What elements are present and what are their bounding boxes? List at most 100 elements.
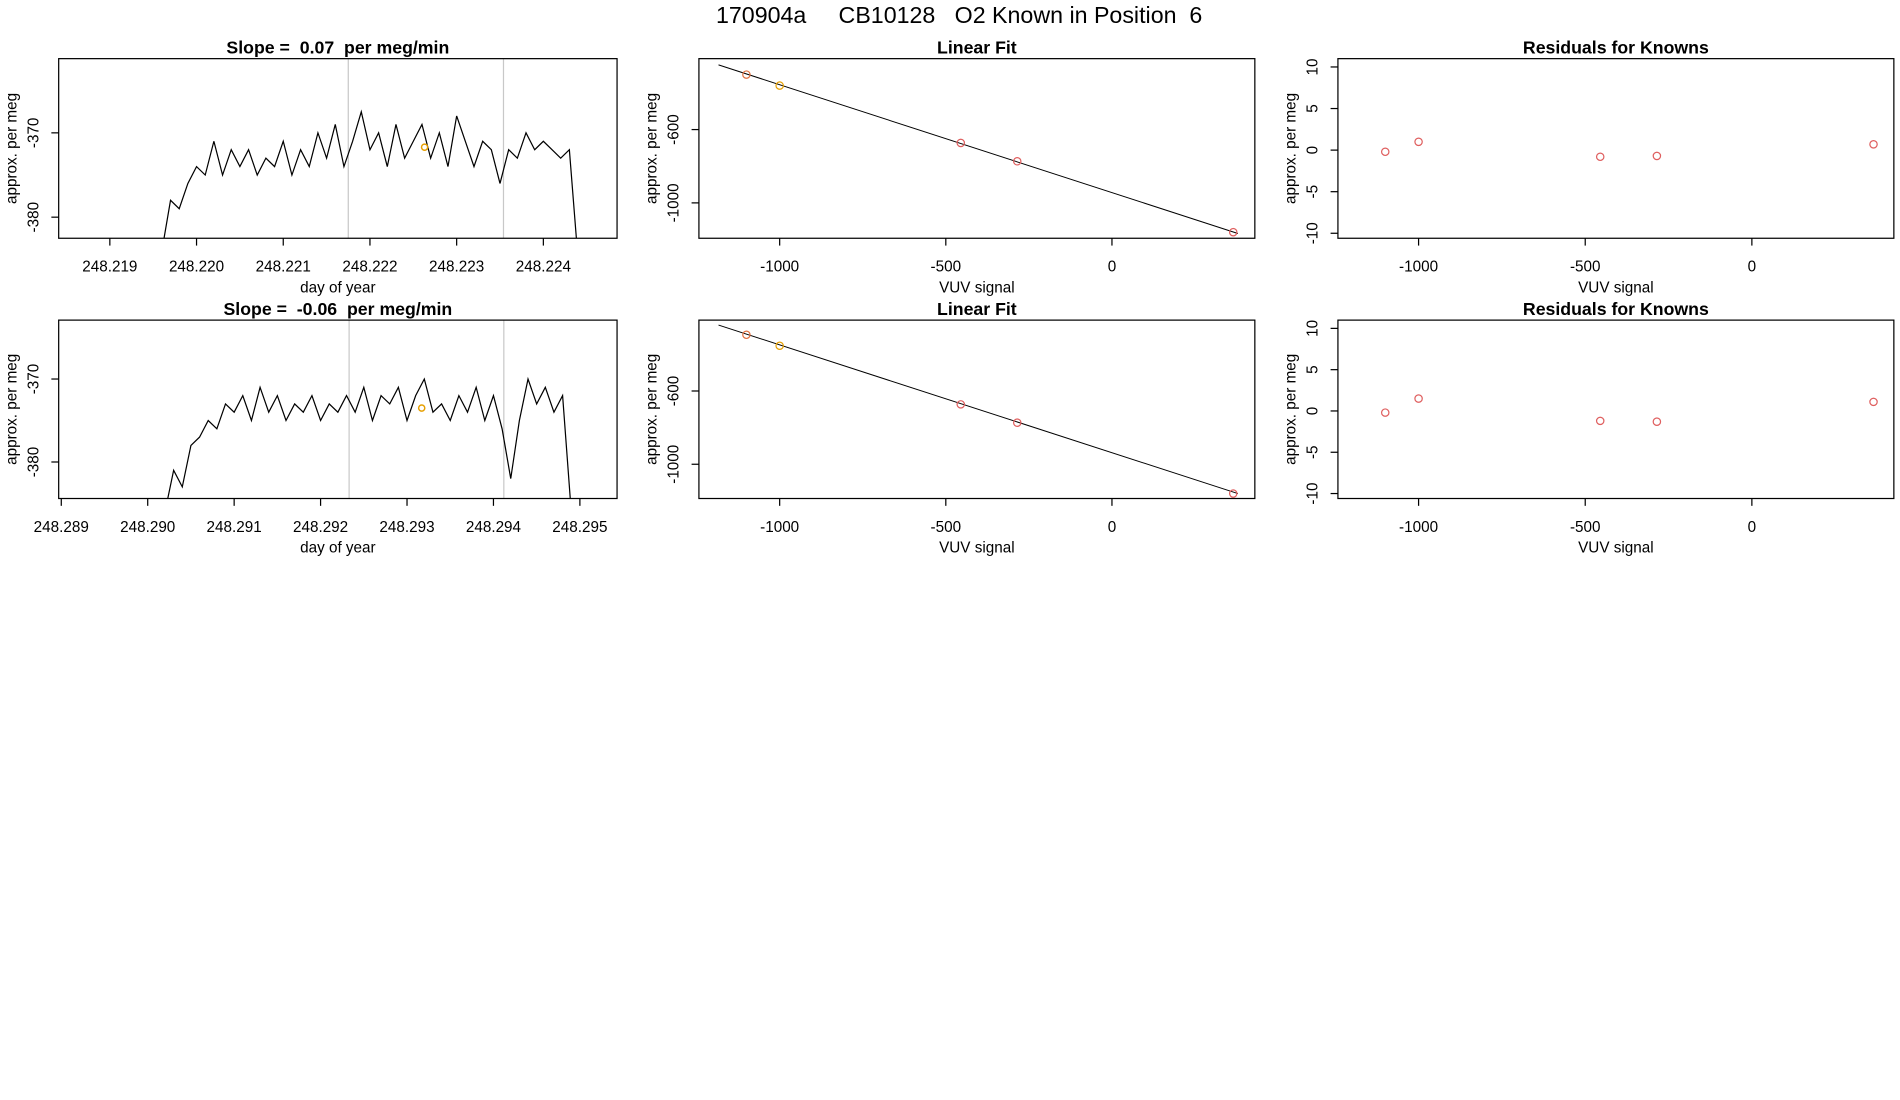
y-tick-label: 0 — [1305, 146, 1322, 155]
x-tick-label: 248.294 — [466, 519, 522, 536]
point — [1652, 151, 1662, 161]
fit-line — [718, 64, 1239, 234]
fit-line — [718, 324, 1239, 495]
y-tick-label: -10 — [1305, 222, 1322, 244]
point — [1652, 417, 1662, 426]
x-tick-label: 248.295 — [552, 519, 607, 536]
point — [1228, 489, 1238, 498]
plot-frame — [698, 319, 1256, 500]
plot-area — [163, 58, 577, 239]
x-tick-label: 248.222 — [342, 259, 397, 276]
y-axis-label: approx. per meg — [644, 93, 661, 204]
chart-title: Residuals for Knowns — [1523, 299, 1709, 319]
x-tick-label: 248.223 — [429, 259, 484, 276]
point — [1012, 157, 1022, 166]
figure-title: 170904a CB10128 O2 Known in Position 6 — [716, 2, 1202, 28]
x-tick-label: 248.290 — [120, 519, 175, 536]
highlight-point — [417, 404, 426, 412]
y-tick-label: -1000 — [666, 183, 683, 222]
chart-title: Slope = -0.06 per meg/min — [223, 299, 452, 319]
x-tick-label: 248.291 — [207, 519, 262, 536]
plot-frame — [698, 58, 1256, 239]
y-tick-label: -1000 — [666, 445, 683, 484]
x-tick-label: -1000 — [1399, 519, 1438, 536]
y-tick-label: -370 — [25, 364, 42, 395]
x-axis-label: VUV signal — [939, 540, 1015, 557]
point — [956, 400, 966, 409]
point — [775, 341, 784, 351]
y-tick-label: -600 — [666, 114, 683, 145]
y-axis-label: approx. per meg — [1283, 93, 1300, 204]
x-tick-label: 248.289 — [34, 519, 89, 536]
x-axis-label: day of year — [300, 279, 376, 296]
y-tick-label: 5 — [1305, 104, 1322, 113]
y-axis-label: approx. per meg — [644, 354, 661, 465]
plot-area — [1380, 394, 1878, 426]
x-tick-label: -500 — [1570, 259, 1601, 276]
x-axis-label: VUV signal — [1578, 540, 1654, 557]
y-tick-label: 10 — [1305, 58, 1322, 75]
y-tick-label: -370 — [25, 118, 42, 149]
x-tick-label: 248.293 — [379, 519, 434, 536]
point — [742, 70, 751, 79]
x-tick-label: -500 — [931, 519, 962, 536]
point — [775, 81, 784, 90]
point — [956, 138, 966, 148]
point — [1228, 227, 1238, 237]
chart-title: Residuals for Knowns — [1523, 38, 1709, 58]
x-tick-label: 248.219 — [82, 259, 137, 276]
y-axis-label: approx. per meg — [1283, 354, 1300, 465]
y-tick-label: -380 — [25, 202, 42, 233]
x-tick-label: 0 — [1108, 519, 1117, 536]
point — [1595, 416, 1605, 426]
plot-frame — [58, 58, 618, 239]
data-line — [163, 109, 577, 239]
x-tick-label: 0 — [1108, 259, 1117, 276]
x-tick-label: 248.220 — [169, 259, 224, 276]
plot-area — [718, 64, 1239, 237]
point — [1012, 418, 1022, 427]
chart-title: Linear Fit — [937, 299, 1017, 319]
y-tick-label: -600 — [666, 376, 683, 407]
y-tick-label: -380 — [25, 447, 42, 478]
highlight-point — [420, 143, 429, 151]
x-axis-label: VUV signal — [1578, 279, 1654, 296]
y-tick-label: -5 — [1305, 445, 1322, 459]
plot-area — [1380, 137, 1878, 162]
x-tick-label: -1000 — [1399, 259, 1438, 276]
point — [1869, 140, 1878, 149]
y-axis-label: approx. per meg — [3, 93, 20, 204]
point — [1380, 147, 1390, 157]
y-tick-label: -10 — [1305, 483, 1322, 505]
point — [1414, 394, 1423, 403]
x-tick-label: -1000 — [760, 519, 799, 536]
point — [1414, 137, 1423, 147]
x-tick-label: 248.292 — [293, 519, 348, 536]
x-axis-label: VUV signal — [939, 279, 1015, 296]
y-tick-label: -5 — [1305, 185, 1322, 199]
chart-title: Linear Fit — [937, 38, 1017, 58]
x-axis-label: day of year — [300, 540, 376, 557]
x-tick-label: -1000 — [760, 259, 799, 276]
x-tick-label: 0 — [1748, 259, 1757, 276]
data-line — [167, 376, 571, 499]
point — [1869, 397, 1878, 407]
y-tick-label: 10 — [1305, 320, 1322, 337]
point — [1380, 408, 1390, 417]
chart-title: Slope = 0.07 per meg/min — [226, 38, 449, 58]
plot-frame — [58, 319, 618, 500]
plot-frame — [1337, 319, 1895, 500]
x-tick-label: 248.221 — [256, 259, 311, 276]
y-tick-label: 0 — [1305, 407, 1322, 415]
plot-area — [167, 320, 571, 499]
y-axis-label: approx. per meg — [3, 354, 20, 465]
x-tick-label: -500 — [1570, 519, 1601, 536]
x-tick-label: -500 — [931, 259, 962, 276]
y-tick-label: 5 — [1305, 365, 1322, 373]
point — [1595, 152, 1605, 162]
plot-frame — [1337, 58, 1895, 239]
point — [742, 330, 751, 340]
plot-area — [718, 324, 1239, 498]
